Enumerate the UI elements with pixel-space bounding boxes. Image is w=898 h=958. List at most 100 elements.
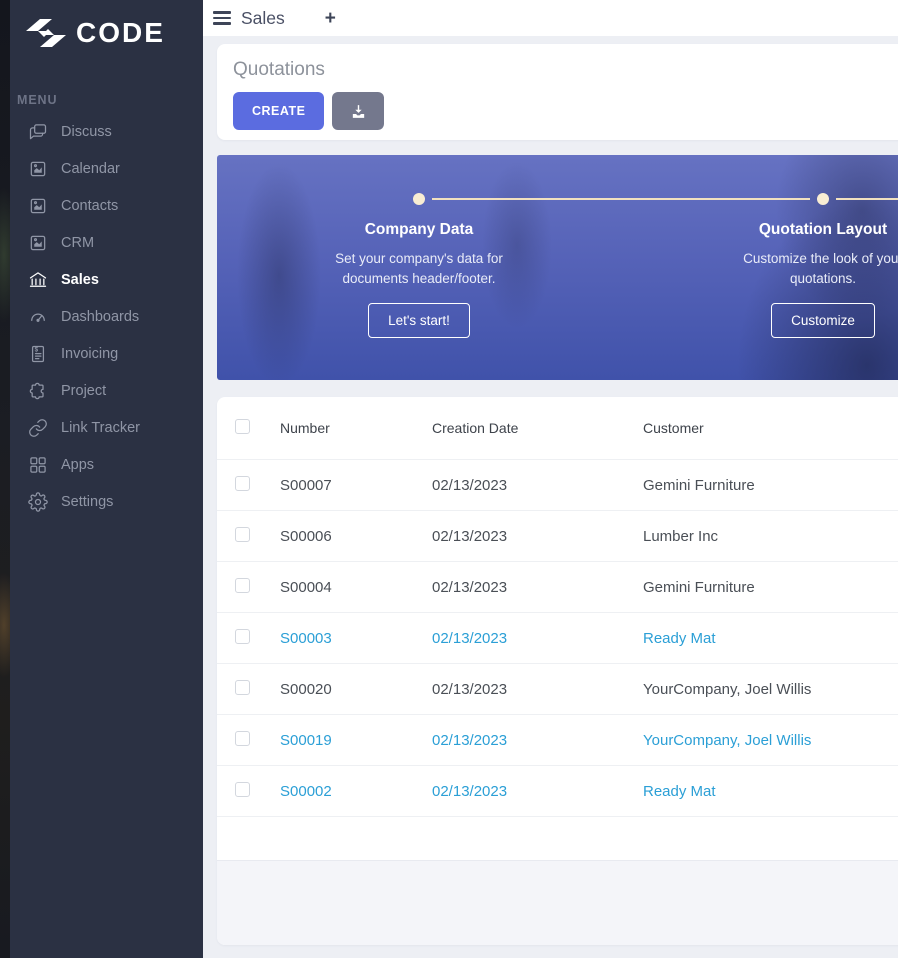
table-row[interactable]: S00002 02/13/2023 Ready Mat [217,765,898,816]
step-title: Company Data [364,221,474,238]
sidebar-item-calendar[interactable]: Calendar [0,150,203,187]
brand-name: CODE [76,17,165,48]
column-header-customer: Customer [643,420,704,436]
main-content: Quotations CREATE Company Data Set your … [217,36,898,945]
column-header-creation-date: Creation Date [432,420,519,436]
cell-number: S00006 [280,527,332,545]
project-icon [28,381,48,401]
create-button[interactable]: CREATE [233,92,325,130]
onboarding-step-quotation-layout: Quotation Layout Customize the look of y… [713,221,898,339]
quotations-table-card: Number Creation Date Customer S00007 02/1… [217,397,898,945]
sidebar: CODE MENU Discuss Calendar Contacts CRM Sale… [0,0,203,958]
cell-number: S00003 [280,629,332,647]
sidebar-item-label: Sales [61,271,99,288]
table-card-footer [217,860,898,945]
svg-text:$: $ [35,346,39,353]
column-header-number: Number [280,420,330,436]
sidebar-item-invoicing[interactable]: $ Invoicing [0,335,203,372]
plus-icon[interactable]: + [324,7,336,29]
sidebar-item-label: Link Tracker [61,419,140,436]
table-row[interactable]: S00006 02/13/2023 Lumber Inc [217,510,898,561]
sidebar-item-discuss[interactable]: Discuss [0,113,203,150]
discuss-icon [28,122,48,142]
cell-creation-date: 02/13/2023 [432,527,508,545]
download-icon [352,104,365,118]
sidebar-item-label: Apps [61,456,95,473]
cell-customer: Ready Mat [643,629,716,647]
double-arrow-logo-icon [26,19,66,47]
table-row[interactable]: S00004 02/13/2023 Gemini Furniture [217,561,898,612]
sidebar-item-label: CRM [61,234,95,251]
cell-customer: YourCompany, Joel Willis [643,731,812,749]
sales-icon [28,270,48,290]
step-description: Set your company's data for documents he… [335,251,503,286]
sidebar-item-crm[interactable]: CRM [0,224,203,261]
cell-number: S00007 [280,476,332,494]
contacts-icon [28,196,48,216]
sidebar-item-link-tracker[interactable]: Link Tracker [0,409,203,446]
row-checkbox[interactable] [235,781,250,797]
row-checkbox[interactable] [235,628,250,644]
cell-customer: Lumber Inc [643,527,719,545]
topbar: Sales + [203,0,898,36]
cell-customer: Gemini Furniture [643,578,755,596]
sidebar-item-label: Contacts [61,197,119,214]
timeline-line [432,198,810,200]
export-button[interactable] [332,92,385,130]
crm-icon [28,233,48,253]
page-header-card: Quotations CREATE [217,44,898,140]
step-title: Quotation Layout [758,221,888,238]
timeline-line [836,198,898,200]
cell-creation-date: 02/13/2023 [432,629,508,647]
sidebar-item-label: Project [61,382,107,399]
sidebar-item-dashboards[interactable]: Dashboards [0,298,203,335]
sidebar-item-label: Calendar [61,160,120,177]
cell-number: S00004 [280,578,332,596]
empty-table-row [217,816,898,860]
table-row[interactable]: S00003 02/13/2023 Ready Mat [217,612,898,663]
settings-icon [28,491,48,512]
row-checkbox[interactable] [235,679,250,695]
table-row[interactable]: S00007 02/13/2023 Gemini Furniture [217,459,898,510]
link-tracker-icon [28,418,48,438]
table-row[interactable]: S00019 02/13/2023 YourCompany, Joel Willis [217,714,898,765]
table-body: S00007 02/13/2023 Gemini Furniture S00006 02… [217,459,898,816]
customize-button[interactable]: Customize [771,303,875,339]
cell-creation-date: 02/13/2023 [432,680,508,698]
step-description: Customize the look of your quotations. [743,251,898,286]
table-header-row: Number Creation Date Customer [217,397,898,459]
cell-creation-date: 02/13/2023 [432,731,508,749]
row-checkbox[interactable] [235,577,250,593]
timeline-dot [413,193,425,205]
calendar-icon [28,159,48,179]
topbar-title: Sales [241,7,285,28]
select-all-checkbox[interactable] [235,419,250,434]
row-checkbox[interactable] [235,526,250,542]
hamburger-menu-icon[interactable] [213,11,231,25]
apps-icon [28,455,48,475]
lets-start-button[interactable]: Let's start! [368,303,470,339]
cell-customer: Ready Mat [643,782,716,800]
app-logo[interactable]: CODE [26,17,165,49]
invoicing-icon: $ [28,344,48,364]
onboarding-step-company-data: Company Data Set your company's data for… [309,221,529,339]
table-row[interactable]: S00020 02/13/2023 YourCompany, Joel Willis [217,663,898,714]
onboarding-banner: Company Data Set your company's data for… [217,155,898,380]
sidebar-item-contacts[interactable]: Contacts [0,187,203,224]
menu-section-label: MENU [17,93,58,107]
cell-number: S00020 [280,680,332,698]
sidebar-nav: Discuss Calendar Contacts CRM Sales Dashboard… [0,113,203,520]
sidebar-item-project[interactable]: Project [0,372,203,409]
cell-creation-date: 02/13/2023 [432,476,508,494]
sidebar-item-label: Invoicing [61,345,119,362]
cell-creation-date: 02/13/2023 [432,578,508,596]
row-checkbox[interactable] [235,475,250,491]
timeline-dot [817,193,829,205]
cell-creation-date: 02/13/2023 [432,782,508,800]
row-checkbox[interactable] [235,730,250,746]
cell-number: S00002 [280,782,332,800]
sidebar-item-sales[interactable]: Sales [0,261,203,298]
sidebar-item-settings[interactable]: Settings [0,483,203,520]
sidebar-item-label: Dashboards [61,308,140,325]
sidebar-item-apps[interactable]: Apps [0,446,203,483]
